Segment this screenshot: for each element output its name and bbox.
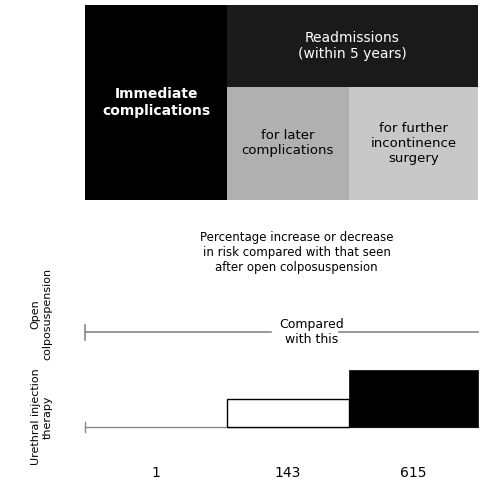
Text: Percentage increase or decrease
in risk compared with that seen
after open colpo: Percentage increase or decrease in risk … bbox=[200, 232, 393, 274]
Bar bbox=[348, 87, 478, 200]
Text: Immediate
complications: Immediate complications bbox=[102, 88, 210, 118]
Text: 1: 1 bbox=[152, 466, 161, 480]
Bar bbox=[227, 5, 478, 87]
Bar bbox=[227, 87, 348, 200]
Text: Urethral injection
therapy: Urethral injection therapy bbox=[31, 368, 52, 466]
Bar bbox=[227, 399, 348, 428]
Text: 615: 615 bbox=[400, 466, 427, 480]
Text: Compared
with this: Compared with this bbox=[280, 318, 345, 346]
Text: 143: 143 bbox=[275, 466, 301, 480]
Text: for later
complications: for later complications bbox=[242, 130, 334, 158]
Text: Open
colposuspension: Open colposuspension bbox=[31, 268, 52, 360]
Text: Readmissions
(within 5 years): Readmissions (within 5 years) bbox=[298, 31, 407, 61]
Bar bbox=[85, 5, 227, 200]
Bar bbox=[348, 370, 478, 428]
Text: for further
incontinence
surgery: for further incontinence surgery bbox=[370, 122, 456, 165]
